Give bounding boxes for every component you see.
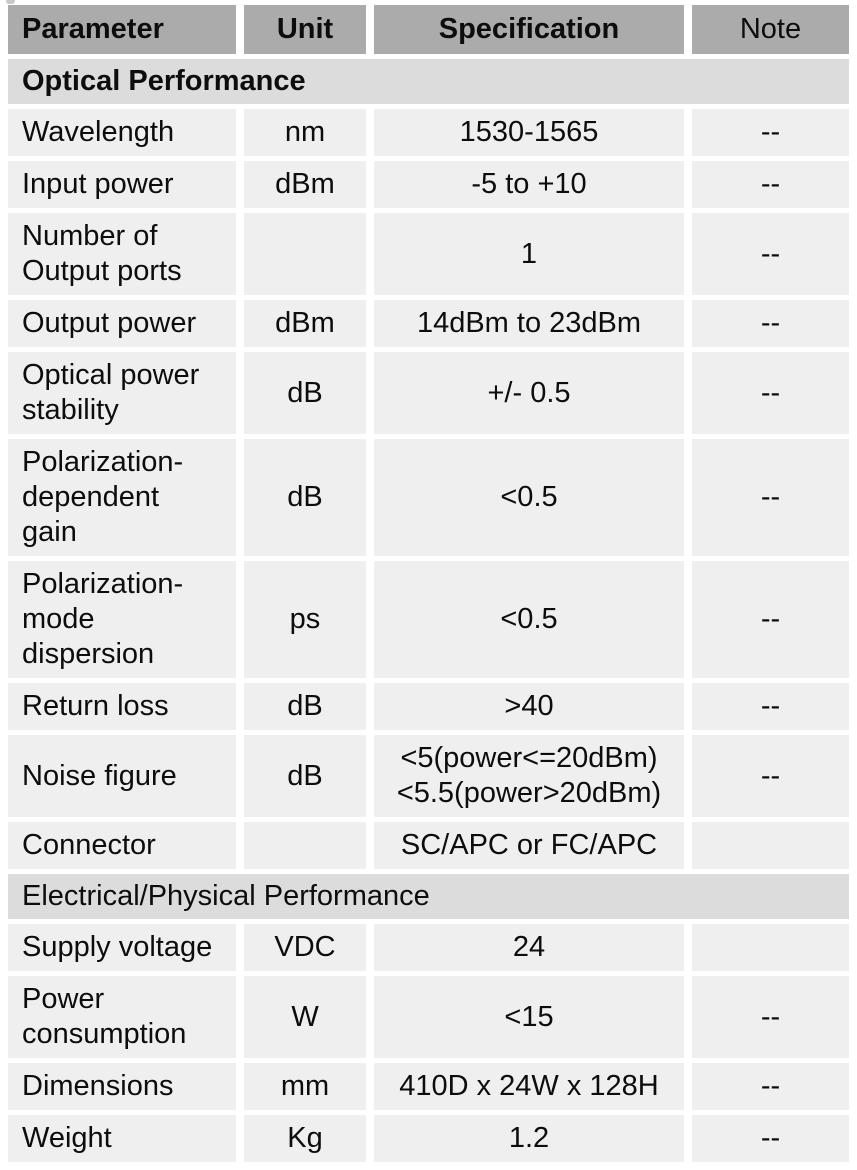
cell-note: --: [692, 1115, 849, 1162]
table-row-noise-figure: Noise figure dB <5(power<=20dBm) <5.5(po…: [8, 735, 849, 817]
cell-specification: 1.2: [374, 1115, 684, 1162]
table-row-polarization-dependent-gain: Polarization- dependent gain dB <0.5 --: [8, 439, 849, 556]
cell-parameter: Power consumption: [8, 976, 236, 1058]
cell-unit: VDC: [244, 924, 366, 971]
cell-note: --: [692, 683, 849, 730]
cell-specification: 1530-1565: [374, 109, 684, 156]
cell-note: --: [692, 213, 849, 295]
cell-parameter: Return loss: [8, 683, 236, 730]
cell-specification: 14dBm to 23dBm: [374, 300, 684, 347]
table-row-input-power: Input power dBm -5 to +10 --: [8, 161, 849, 208]
cell-specification: <0.5: [374, 439, 684, 556]
cell-parameter: Wavelength: [8, 109, 236, 156]
cell-unit: W: [244, 976, 366, 1058]
cell-parameter: Noise figure: [8, 735, 236, 817]
cell-note: [692, 822, 849, 869]
cell-unit: dB: [244, 439, 366, 556]
page-edge-artifact: [6, 0, 15, 4]
table-row-polarization-mode-dispersion: Polarization- mode dispersion ps <0.5 --: [8, 561, 849, 678]
cell-specification: 24: [374, 924, 684, 971]
cell-note: --: [692, 735, 849, 817]
cell-specification: SC/APC or FC/APC: [374, 822, 684, 869]
cell-specification: >40: [374, 683, 684, 730]
cell-note: [692, 924, 849, 971]
cell-unit: [244, 213, 366, 295]
table-row-number-of-output-ports: Number of Output ports 1 --: [8, 213, 849, 295]
cell-note: --: [692, 1063, 849, 1110]
column-header-unit: Unit: [244, 5, 366, 54]
cell-unit: dB: [244, 352, 366, 434]
cell-specification: -5 to +10: [374, 161, 684, 208]
cell-note: --: [692, 300, 849, 347]
cell-specification: <15: [374, 976, 684, 1058]
cell-specification: <5(power<=20dBm) <5.5(power>20dBm): [374, 735, 684, 817]
table-row-weight: Weight Kg 1.2 --: [8, 1115, 849, 1162]
column-header-note: Note: [692, 5, 849, 54]
cell-parameter: Polarization- mode dispersion: [8, 561, 236, 678]
cell-note: --: [692, 161, 849, 208]
cell-note: --: [692, 352, 849, 434]
cell-note: --: [692, 439, 849, 556]
cell-unit: dB: [244, 735, 366, 817]
table-row-wavelength: Wavelength nm 1530-1565 --: [8, 109, 849, 156]
header-row: Parameter Unit Specification Note: [8, 5, 849, 54]
table-row-power-consumption: Power consumption W <15 --: [8, 976, 849, 1058]
table-row-supply-voltage: Supply voltage VDC 24: [8, 924, 849, 971]
table-row-output-power: Output power dBm 14dBm to 23dBm --: [8, 300, 849, 347]
cell-specification: <0.5: [374, 561, 684, 678]
cell-unit: nm: [244, 109, 366, 156]
section-title-electrical-physical-performance: Electrical/Physical Performance: [8, 874, 849, 919]
cell-parameter: Number of Output ports: [8, 213, 236, 295]
section-row-electrical: Electrical/Physical Performance: [8, 874, 849, 919]
cell-unit: Kg: [244, 1115, 366, 1162]
cell-parameter: Connector: [8, 822, 236, 869]
column-header-specification: Specification: [374, 5, 684, 54]
column-header-parameter: Parameter: [8, 5, 236, 54]
cell-unit: dBm: [244, 161, 366, 208]
table-row-return-loss: Return loss dB >40 --: [8, 683, 849, 730]
cell-specification: 1: [374, 213, 684, 295]
table-row-dimensions: Dimensions mm 410D x 24W x 128H --: [8, 1063, 849, 1110]
cell-specification: 410D x 24W x 128H: [374, 1063, 684, 1110]
cell-note: --: [692, 976, 849, 1058]
cell-specification: +/- 0.5: [374, 352, 684, 434]
section-title-optical-performance: Optical Performance: [8, 59, 849, 104]
cell-note: --: [692, 561, 849, 678]
cell-parameter: Supply voltage: [8, 924, 236, 971]
table-row-optical-power-stability: Optical power stability dB +/- 0.5 --: [8, 352, 849, 434]
cell-unit: dBm: [244, 300, 366, 347]
cell-parameter: Weight: [8, 1115, 236, 1162]
cell-parameter: Dimensions: [8, 1063, 236, 1110]
cell-parameter: Input power: [8, 161, 236, 208]
cell-unit: mm: [244, 1063, 366, 1110]
cell-unit: dB: [244, 683, 366, 730]
cell-parameter: Optical power stability: [8, 352, 236, 434]
cell-unit: ps: [244, 561, 366, 678]
section-row-optical: Optical Performance: [8, 59, 849, 104]
table-row-connector: Connector SC/APC or FC/APC: [8, 822, 849, 869]
cell-note: --: [692, 109, 849, 156]
cell-parameter: Output power: [8, 300, 236, 347]
cell-unit: [244, 822, 366, 869]
cell-parameter: Polarization- dependent gain: [8, 439, 236, 556]
